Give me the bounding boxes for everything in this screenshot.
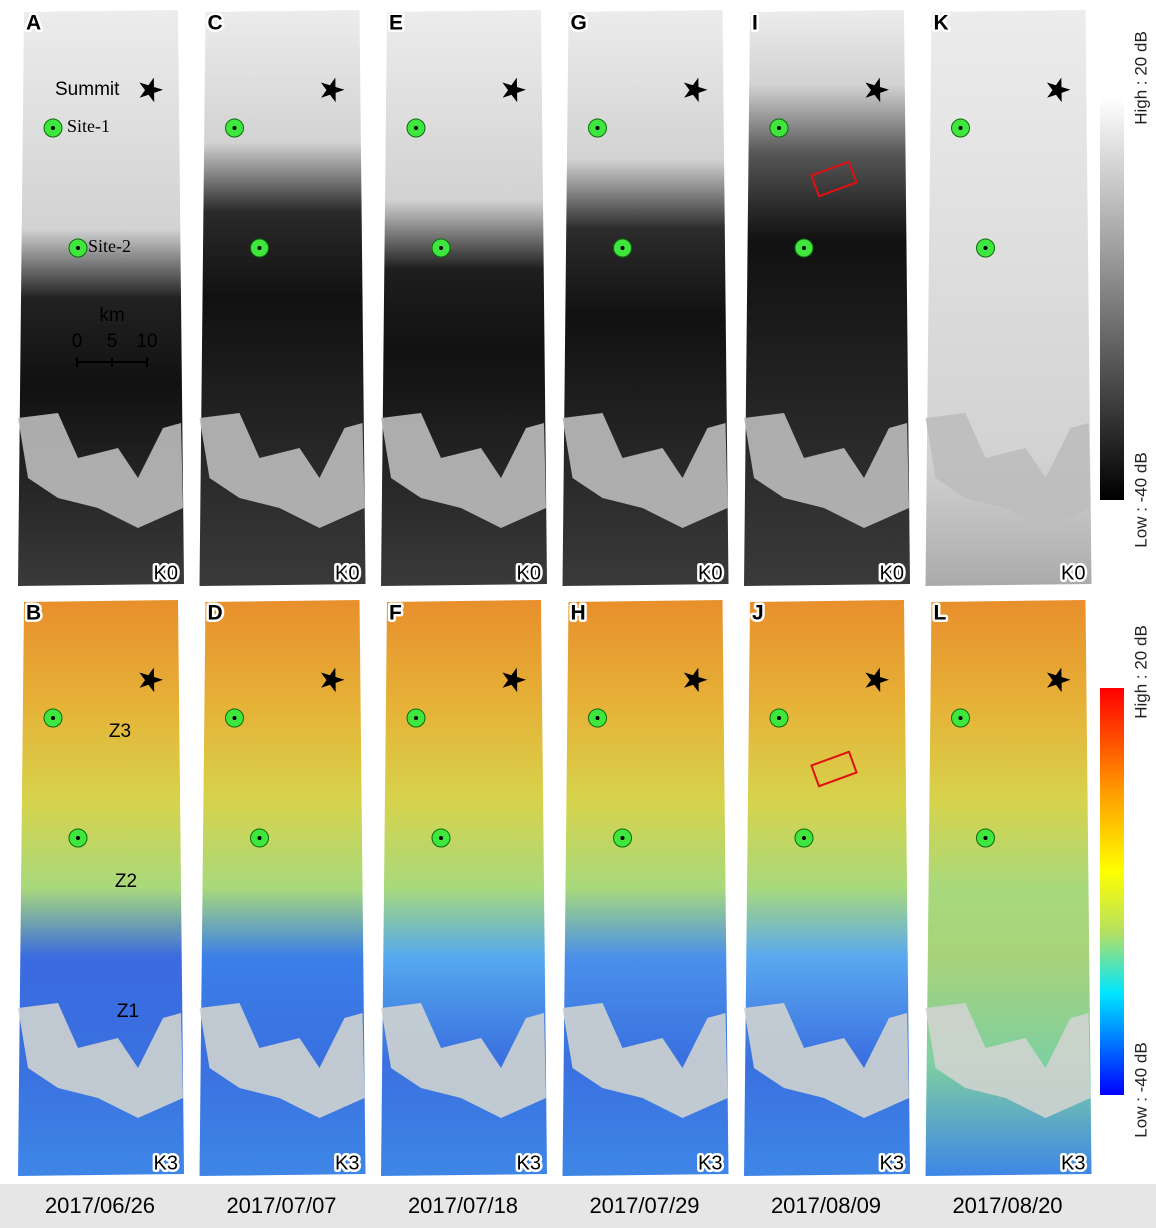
site-dot (414, 716, 418, 720)
site-dot (621, 836, 625, 840)
panel-letter: F (389, 602, 402, 625)
colorbar-high: High : 20 dB (1131, 625, 1150, 719)
scale-unit: km (99, 305, 124, 326)
panel-letter: G (571, 12, 587, 35)
scale-tick: 5 (107, 331, 118, 352)
panel: G K0 (563, 10, 729, 586)
zone-label: Z2 (115, 871, 137, 892)
panels: A K0 C K0 E K0 G K0 I K0 K K0 B K3 D K3 F K3 H K3 J K3 L K3 (18, 10, 1092, 1176)
site-dot (959, 716, 963, 720)
panel-letter: A (26, 12, 41, 35)
site-dot (984, 836, 988, 840)
site-dot (258, 246, 262, 250)
date-label: 2017/07/18 (408, 1193, 518, 1218)
panel-letter: C (208, 12, 223, 35)
site-dot (802, 836, 806, 840)
panel: F K3 (381, 600, 547, 1176)
panel: H K3 (563, 600, 729, 1176)
summit-label: Summit (55, 79, 120, 100)
site-dot (777, 126, 781, 130)
band-label: K0 (154, 562, 178, 584)
date-label: 2017/07/07 (226, 1193, 336, 1218)
band-label: K3 (698, 1152, 722, 1174)
site-dot (76, 836, 80, 840)
site-dot (76, 246, 80, 250)
colorbar-gray (1100, 98, 1124, 500)
panel: J K3 (744, 600, 910, 1176)
site-label: Site-1 (67, 116, 110, 136)
panel-letter: E (389, 12, 403, 35)
panel: D K3 (200, 600, 366, 1176)
site-dot (439, 246, 443, 250)
band-label: K3 (335, 1152, 359, 1174)
site-dot (596, 126, 600, 130)
panel: C K0 (200, 10, 366, 586)
panel: L K3 (926, 600, 1092, 1176)
site-dot (621, 246, 625, 250)
colorbar-low: Low : -40 dB (1131, 1042, 1150, 1137)
site-label: Site-2 (88, 236, 131, 256)
panel-letter: B (26, 602, 41, 625)
band-label: K3 (517, 1152, 541, 1174)
site-dot (439, 836, 443, 840)
panel-letter: L (934, 602, 947, 625)
colorbar-high: High : 20 dB (1131, 31, 1150, 125)
date-label: 2017/06/26 (45, 1193, 155, 1218)
site-dot (51, 716, 55, 720)
site-dot (414, 126, 418, 130)
panel-letter: I (752, 12, 758, 35)
band-label: K0 (335, 562, 359, 584)
panel: E K0 (381, 10, 547, 586)
site-dot (233, 716, 237, 720)
panel: B K3 (18, 600, 184, 1176)
site-dot (984, 246, 988, 250)
colorbar-low: Low : -40 dB (1131, 452, 1150, 547)
zone-label: Z1 (117, 1001, 139, 1022)
band-label: K3 (1061, 1152, 1085, 1174)
site-dot (233, 126, 237, 130)
band-label: K0 (1061, 562, 1085, 584)
panel-letter: H (571, 602, 586, 625)
band-label: K0 (880, 562, 904, 584)
figure: A K0 C K0 E K0 G K0 I K0 K K0 B K3 D K3 F K3 H K3 J K3 L K3 Hig… (0, 0, 1156, 1228)
site-dot (959, 126, 963, 130)
site-dot (51, 126, 55, 130)
site-dot (777, 716, 781, 720)
band-label: K0 (517, 562, 541, 584)
scale-tick: 0 (72, 331, 83, 352)
band-label: K3 (880, 1152, 904, 1174)
zone-label: Z3 (109, 721, 131, 742)
band-label: K3 (154, 1152, 178, 1174)
panel-letter: D (208, 602, 223, 625)
panel: K K0 (926, 10, 1092, 586)
colorbar-color (1100, 688, 1124, 1095)
panel: I K0 (744, 10, 910, 586)
site-dot (596, 716, 600, 720)
site-dot (258, 836, 262, 840)
panel-letter: J (752, 602, 764, 625)
date-label: 2017/07/29 (589, 1193, 699, 1218)
band-label: K0 (698, 562, 722, 584)
date-label: 2017/08/20 (952, 1193, 1062, 1218)
panel-letter: K (934, 12, 949, 35)
date-label: 2017/08/09 (771, 1193, 881, 1218)
site-dot (802, 246, 806, 250)
scale-tick: 10 (136, 331, 157, 352)
